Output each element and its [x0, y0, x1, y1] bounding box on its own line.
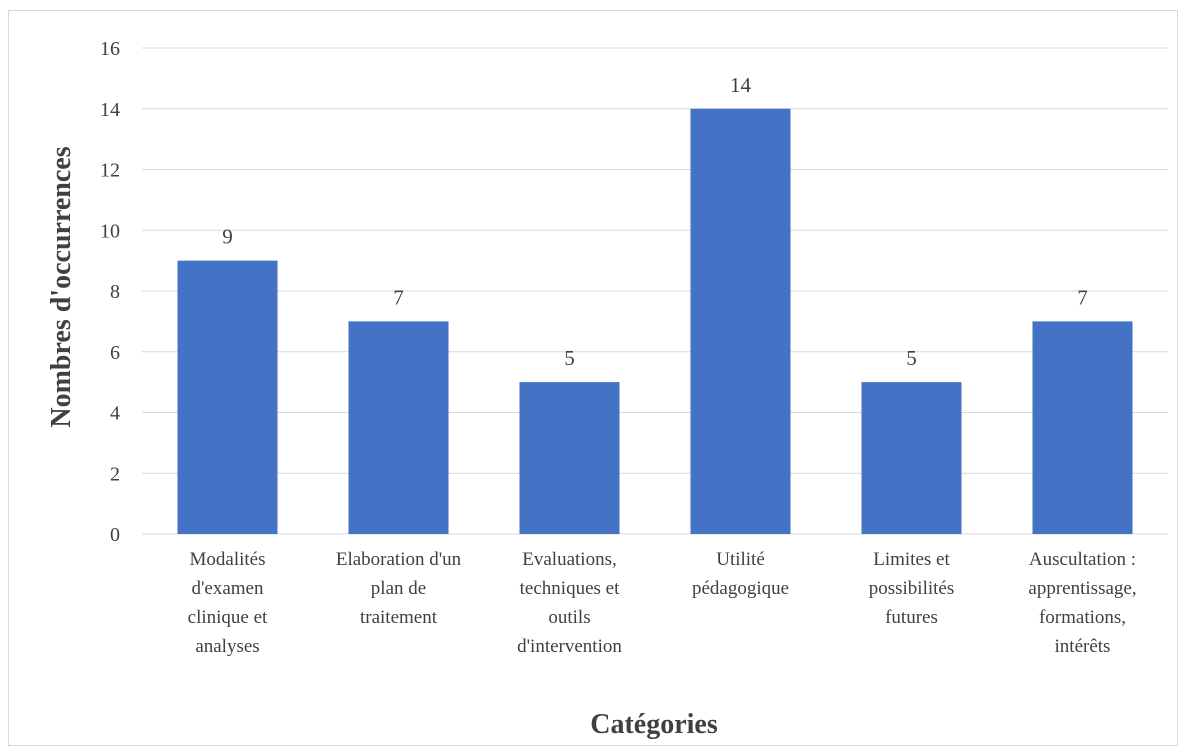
y-tick-label: 16 [100, 38, 120, 60]
bar [1032, 321, 1133, 534]
bars [177, 108, 1133, 534]
category-label: d'examen [191, 578, 264, 599]
category-label: outils [548, 607, 590, 628]
data-label: 9 [222, 225, 233, 249]
data-label: 7 [1077, 285, 1088, 309]
data-label: 7 [393, 285, 404, 309]
category-label: Modalités [190, 549, 266, 570]
category-label: apprentissage, [1028, 578, 1136, 599]
y-tick-label: 10 [100, 220, 120, 242]
data-label: 14 [730, 73, 752, 97]
data-labels: 9 7 5 14 5 7 [222, 73, 1088, 370]
bar [348, 321, 449, 534]
data-label: 5 [564, 346, 575, 370]
y-tick-label: 2 [110, 463, 120, 485]
category-label: pédagogique [692, 578, 789, 599]
category-label: d'intervention [517, 636, 622, 657]
category-label: clinique et [188, 607, 268, 628]
bar [177, 260, 278, 534]
y-tick-label: 0 [110, 524, 120, 546]
category-label: futures [885, 607, 938, 628]
y-tick-label: 4 [110, 403, 120, 425]
category-label: Elaboration d'un [336, 549, 462, 570]
y-tick-label: 6 [110, 342, 120, 364]
category-label: traitement [360, 607, 438, 628]
bar [519, 382, 620, 534]
category-label: intérêts [1055, 636, 1111, 657]
x-axis-categories: Modalités d'examen clinique et analyses Elab… [188, 549, 1137, 657]
bar [861, 382, 962, 534]
y-axis-title: Nombres d'occurrences [46, 146, 77, 427]
category-label: Utilité [716, 549, 765, 570]
category-label: formations, [1039, 607, 1126, 628]
gridlines [142, 47, 1168, 535]
category-label: analyses [195, 636, 259, 657]
bar [690, 108, 791, 534]
y-axis-ticks: 0 2 4 6 8 10 12 14 16 [100, 38, 120, 546]
data-label: 5 [906, 346, 917, 370]
y-tick-label: 14 [100, 99, 120, 121]
category-label: Limites et [873, 549, 950, 570]
category-label: Evaluations, [522, 549, 616, 570]
category-label: possibilités [869, 578, 955, 599]
category-label: techniques et [520, 578, 620, 599]
category-label: plan de [371, 578, 426, 599]
x-axis-title: Catégories [590, 709, 718, 740]
y-tick-label: 8 [110, 281, 120, 303]
y-tick-label: 12 [100, 160, 120, 182]
category-label: Auscultation : [1029, 549, 1136, 570]
